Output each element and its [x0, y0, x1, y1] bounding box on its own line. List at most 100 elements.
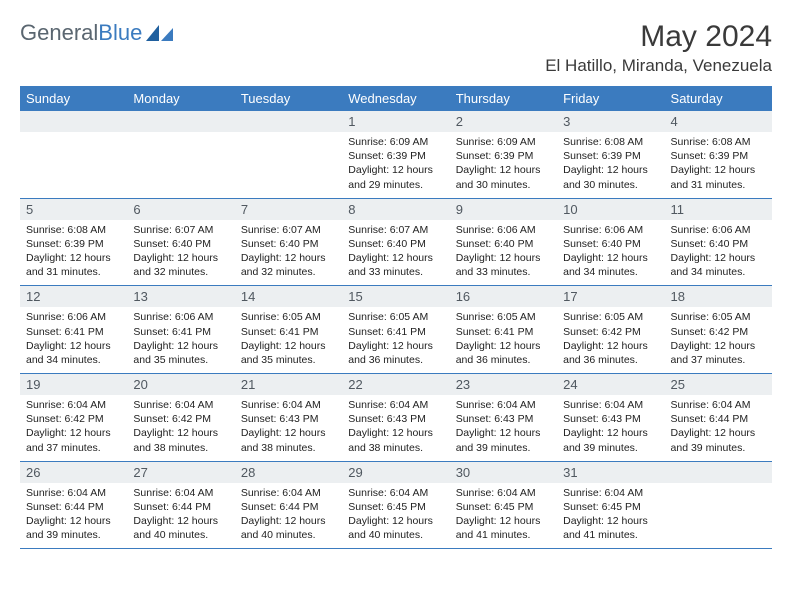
day-details: Sunrise: 6:04 AM Sunset: 6:45 PM Daylight:… [342, 483, 449, 549]
day-cell: 8Sunrise: 6:07 AMSunset: 6:40 PMDaylight… [342, 198, 449, 286]
sunset-line: Sunset: 6:44 PM [241, 501, 319, 513]
day-number: 20 [127, 374, 234, 395]
daylight-line: Daylight: 12 hours and 35 minutes. [133, 340, 218, 366]
day-number: 16 [450, 286, 557, 307]
day-number: 26 [20, 462, 127, 483]
day-number: 31 [557, 462, 664, 483]
day-header: Friday [557, 86, 664, 111]
sunset-line: Sunset: 6:41 PM [241, 326, 319, 338]
day-details: Sunrise: 6:08 AMSunset: 6:39 PMDaylight:… [557, 132, 664, 198]
day-number [665, 462, 772, 483]
day-details: Sunrise: 6:04 AMSunset: 6:43 PMDaylight:… [235, 395, 342, 461]
day-number: 22 [342, 374, 449, 395]
daylight-line: Daylight: 12 hours and 32 minutes. [133, 252, 218, 278]
day-header-row: SundayMondayTuesdayWednesdayThursdayFrid… [20, 86, 772, 111]
sunrise-line: Sunrise: 6:04 AM [26, 487, 106, 499]
day-details [665, 483, 772, 506]
day-cell [235, 111, 342, 198]
day-details: Sunrise: 6:07 AMSunset: 6:40 PMDaylight:… [235, 220, 342, 286]
day-cell: 20Sunrise: 6:04 AMSunset: 6:42 PMDayligh… [127, 374, 234, 462]
daylight-line: Daylight: 12 hours and 40 minutes. [348, 515, 433, 541]
month-title: May 2024 [545, 20, 772, 54]
day-number: 29 [342, 462, 449, 483]
daylight-line: Daylight: 12 hours and 30 minutes. [563, 164, 648, 190]
day-details: Sunrise: 6:06 AMSunset: 6:41 PMDaylight:… [127, 307, 234, 373]
day-number [127, 111, 234, 132]
day-details: Sunrise: 6:04 AMSunset: 6:43 PMDaylight:… [450, 395, 557, 461]
day-number: 7 [235, 199, 342, 220]
sunset-line: Sunset: 6:40 PM [348, 238, 426, 250]
day-number: 27 [127, 462, 234, 483]
day-cell: 31Sunrise: 6:04 AMSunset: 6:45 PMDayligh… [557, 461, 664, 549]
day-details: Sunrise: 6:04 AMSunset: 6:44 PMDaylight:… [665, 395, 772, 461]
day-details: Sunrise: 6:05 AMSunset: 6:42 PMDaylight:… [557, 307, 664, 373]
sunset-line: Sunset: 6:40 PM [671, 238, 749, 250]
daylight-line: Daylight: 12 hours and 40 minutes. [241, 515, 326, 541]
day-number: 4 [665, 111, 772, 132]
day-cell: 18Sunrise: 6:05 AMSunset: 6:42 PMDayligh… [665, 286, 772, 374]
day-number: 10 [557, 199, 664, 220]
daylight-line: Daylight: 12 hours and 34 minutes. [26, 340, 111, 366]
day-details: Sunrise: 6:04 AMSunset: 6:43 PMDaylight:… [557, 395, 664, 461]
sunset-line: Sunset: 6:39 PM [26, 238, 104, 250]
sunrise-line: Sunrise: 6:04 AM [26, 399, 106, 411]
brand-logo: GeneralBlue [20, 20, 174, 46]
day-number: 1 [342, 111, 449, 132]
daylight-line: Daylight: 12 hours and 32 minutes. [241, 252, 326, 278]
brand-part1: General [20, 20, 98, 45]
sunrise-line: Sunrise: 6:04 AM [133, 487, 213, 499]
daylight-line: Daylight: 12 hours and 33 minutes. [348, 252, 433, 278]
day-cell: 26Sunrise: 6:04 AMSunset: 6:44 PMDayligh… [20, 461, 127, 549]
day-cell: 29 Sunrise: 6:04 AM Sunset: 6:45 PM Dayligh… [342, 461, 449, 549]
day-details: Sunrise: 6:09 AMSunset: 6:39 PMDaylight:… [450, 132, 557, 198]
sunset-line: Sunset: 6:45 PM [348, 501, 426, 513]
daylight-line: Daylight: 12 hours and 29 minutes. [348, 164, 433, 190]
daylight-line: Daylight: 12 hours and 34 minutes. [563, 252, 648, 278]
daylight-line: Daylight: 12 hours and 30 minutes. [456, 164, 541, 190]
day-number: 9 [450, 199, 557, 220]
day-details: Sunrise: 6:04 AMSunset: 6:44 PMDaylight:… [20, 483, 127, 549]
week-row: 1Sunrise: 6:09 AMSunset: 6:39 PMDaylight… [20, 111, 772, 198]
daylight-line: Daylight: 12 hours and 33 minutes. [456, 252, 541, 278]
sunrise-line: Sunrise: 6:06 AM [563, 224, 643, 236]
sunrise-line: Sunrise: 6:04 AM [348, 487, 428, 499]
day-cell [20, 111, 127, 198]
day-details: Sunrise: 6:09 AMSunset: 6:39 PMDaylight:… [342, 132, 449, 198]
sunrise-line: Sunrise: 6:04 AM [563, 487, 643, 499]
sunset-line: Sunset: 6:43 PM [241, 413, 319, 425]
day-details: Sunrise: 6:04 AMSunset: 6:45 PMDaylight:… [450, 483, 557, 549]
day-cell: 4Sunrise: 6:08 AMSunset: 6:39 PMDaylight… [665, 111, 772, 198]
day-header: Monday [127, 86, 234, 111]
sunrise-line: Sunrise: 6:04 AM [133, 399, 213, 411]
day-header: Wednesday [342, 86, 449, 111]
day-details: Sunrise: 6:08 AMSunset: 6:39 PMDaylight:… [665, 132, 772, 198]
day-number: 3 [557, 111, 664, 132]
sunrise-line: Sunrise: 6:04 AM [241, 487, 321, 499]
day-cell: 11Sunrise: 6:06 AMSunset: 6:40 PMDayligh… [665, 198, 772, 286]
week-row: 12Sunrise: 6:06 AMSunset: 6:41 PMDayligh… [20, 286, 772, 374]
week-row: 26Sunrise: 6:04 AMSunset: 6:44 PMDayligh… [20, 461, 772, 549]
sunrise-line: Sunrise: 6:04 AM [563, 399, 643, 411]
sunrise-line: Sunrise: 6:08 AM [671, 136, 751, 148]
daylight-line: Daylight: 12 hours and 34 minutes. [671, 252, 756, 278]
day-details: Sunrise: 6:07 AMSunset: 6:40 PMDaylight:… [342, 220, 449, 286]
sunset-line: Sunset: 6:44 PM [671, 413, 749, 425]
sunrise-line: Sunrise: 6:06 AM [26, 311, 106, 323]
day-number: 2 [450, 111, 557, 132]
daylight-line: Daylight: 12 hours and 38 minutes. [348, 427, 433, 453]
day-header: Saturday [665, 86, 772, 111]
sunrise-line: Sunrise: 6:04 AM [456, 399, 536, 411]
sunset-line: Sunset: 6:39 PM [671, 150, 749, 162]
sunrise-line: Sunrise: 6:05 AM [241, 311, 321, 323]
sunset-line: Sunset: 6:39 PM [456, 150, 534, 162]
sunrise-line: Sunrise: 6:07 AM [133, 224, 213, 236]
day-details: Sunrise: 6:05 AMSunset: 6:41 PMDaylight:… [450, 307, 557, 373]
day-details: Sunrise: 6:08 AMSunset: 6:39 PMDaylight:… [20, 220, 127, 286]
day-cell: 21Sunrise: 6:04 AMSunset: 6:43 PMDayligh… [235, 374, 342, 462]
sunrise-line: Sunrise: 6:06 AM [456, 224, 536, 236]
day-number: 6 [127, 199, 234, 220]
sunrise-line: Sunrise: 6:07 AM [241, 224, 321, 236]
day-cell [665, 461, 772, 549]
day-number: 19 [20, 374, 127, 395]
day-details: Sunrise: 6:05 AMSunset: 6:41 PMDaylight:… [235, 307, 342, 373]
